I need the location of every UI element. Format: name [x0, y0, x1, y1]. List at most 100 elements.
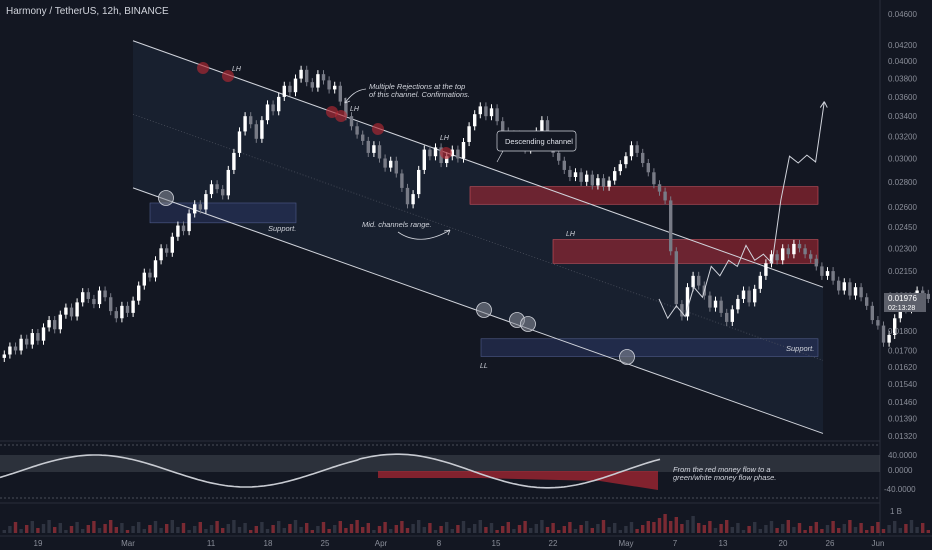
- volume-bar: [607, 527, 611, 533]
- rejection-marker: [197, 62, 209, 74]
- descending-channel-label: Descending channel: [505, 137, 573, 146]
- projection-layer: [658, 101, 828, 320]
- candle-body: [226, 169, 230, 196]
- candle-body: [333, 85, 337, 90]
- candle-body: [237, 131, 242, 153]
- candle-body: [8, 346, 12, 355]
- candle-body: [361, 134, 365, 141]
- touch-marker: [476, 302, 492, 318]
- candle-body: [775, 254, 779, 261]
- volume-bar: [730, 527, 734, 533]
- candle-body: [25, 338, 29, 345]
- candle-body: [713, 300, 718, 308]
- volume-bar: [86, 525, 90, 533]
- volume-bar: [753, 522, 757, 533]
- candle-body: [489, 108, 494, 117]
- volume-bar: [293, 520, 298, 533]
- volume-bar: [859, 523, 863, 533]
- volume-bar: [215, 521, 219, 533]
- candle-body: [461, 141, 466, 159]
- candle-body: [629, 145, 634, 157]
- volume-bar: [81, 529, 85, 533]
- candle-body: [747, 290, 751, 303]
- projection-arrowhead: [819, 101, 828, 108]
- volume-bar: [741, 530, 746, 533]
- candle-body: [366, 140, 370, 153]
- volume-bar: [461, 521, 466, 533]
- volume-tick: 1 B: [890, 507, 902, 516]
- volume-bar: [534, 524, 538, 533]
- price-tick: 0.01800: [888, 327, 917, 336]
- volume-bar: [629, 522, 634, 533]
- candle-body: [422, 149, 426, 170]
- annotation-lh-2: LH: [350, 106, 360, 113]
- candle-body: [741, 290, 746, 299]
- candle-body: [215, 184, 219, 190]
- volume-bar: [562, 526, 566, 533]
- mid-range-arrow: [397, 229, 451, 240]
- candle-body: [926, 293, 930, 299]
- candle-body: [467, 126, 471, 142]
- volume-bar: [64, 530, 68, 533]
- volume-bar: [915, 527, 919, 533]
- volume-bar: [137, 522, 141, 533]
- volume-bar: [786, 520, 790, 533]
- oscillator-pane: [0, 444, 880, 499]
- volume-bar: [361, 527, 365, 533]
- candle-body: [484, 106, 488, 117]
- volume-bar: [299, 527, 303, 533]
- candle-body: [181, 225, 186, 232]
- price-tick: 0.01320: [888, 432, 917, 441]
- candle-body: [635, 145, 639, 153]
- candle-body: [865, 297, 869, 306]
- price-tick: 0.04600: [888, 10, 917, 19]
- time-tick: 15: [492, 539, 501, 548]
- volume-bar: [646, 521, 650, 533]
- time-tick: 18: [264, 539, 273, 548]
- candle-body: [148, 272, 152, 278]
- volume-bar: [433, 530, 438, 533]
- candle-body: [400, 173, 404, 188]
- candle-body: [870, 305, 874, 321]
- time-tick: Mar: [121, 539, 135, 548]
- volume-bar: [13, 522, 18, 533]
- time-tick: 22: [549, 539, 558, 548]
- volume-bar: [702, 525, 706, 533]
- volume-bar: [58, 523, 62, 533]
- candle-body: [585, 174, 589, 182]
- volume-bar: [842, 524, 846, 533]
- candle-body: [887, 334, 891, 343]
- volume-bar: [736, 523, 740, 533]
- volume-pane: [2, 514, 930, 533]
- volume-bar: [349, 524, 354, 533]
- volume-bar: [305, 523, 309, 533]
- candle-body: [277, 96, 281, 112]
- candle-body: [781, 248, 785, 261]
- volume-bar: [512, 529, 516, 533]
- volume-bar: [316, 526, 320, 533]
- volume-bar: [685, 520, 690, 533]
- volume-bar: [478, 520, 482, 533]
- volume-bar: [557, 530, 561, 533]
- price-tick: 0.03400: [888, 112, 917, 121]
- candle-body: [433, 147, 438, 157]
- candle-body: [859, 287, 863, 298]
- volume-bar: [310, 530, 314, 533]
- volume-bar: [321, 522, 326, 533]
- volume-bar: [405, 528, 410, 533]
- time-tick: 25: [321, 539, 330, 548]
- volume-bar: [193, 526, 197, 533]
- candle-body: [327, 80, 331, 90]
- volume-bar: [366, 523, 370, 533]
- candle-body: [685, 287, 690, 317]
- volume-bar: [590, 528, 594, 533]
- volume-bar: [809, 526, 813, 533]
- volume-bar: [484, 527, 488, 533]
- candle-body: [75, 302, 79, 317]
- candle-body: [495, 108, 499, 122]
- candle-body: [842, 282, 846, 291]
- candle-body: [198, 204, 202, 210]
- money-flow-label-2: green/white money flow phase.: [673, 473, 776, 482]
- candle-body: [557, 152, 561, 161]
